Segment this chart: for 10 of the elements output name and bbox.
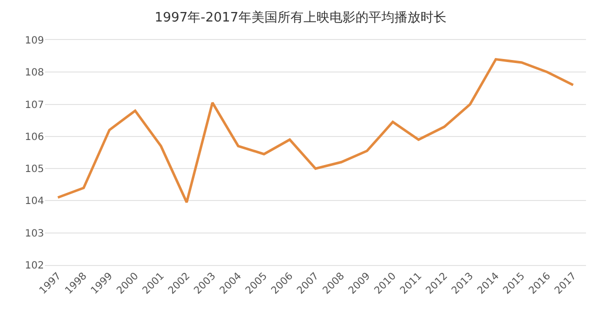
y-tick-label: 109 <box>24 36 44 46</box>
chart-title: 1997年-2017年美国所有上映电影的平均播放时长 <box>154 10 446 26</box>
line-series <box>56 58 574 204</box>
y-tick-label: 102 <box>24 260 44 272</box>
y-tick-label: 107 <box>24 100 44 111</box>
y-tick-label: 103 <box>24 228 44 240</box>
y-tick-label: 106 <box>24 132 44 143</box>
y-tick-label: 108 <box>24 68 44 79</box>
y-tick-label: 105 <box>24 164 44 176</box>
y-tick-label: 104 <box>24 196 44 208</box>
